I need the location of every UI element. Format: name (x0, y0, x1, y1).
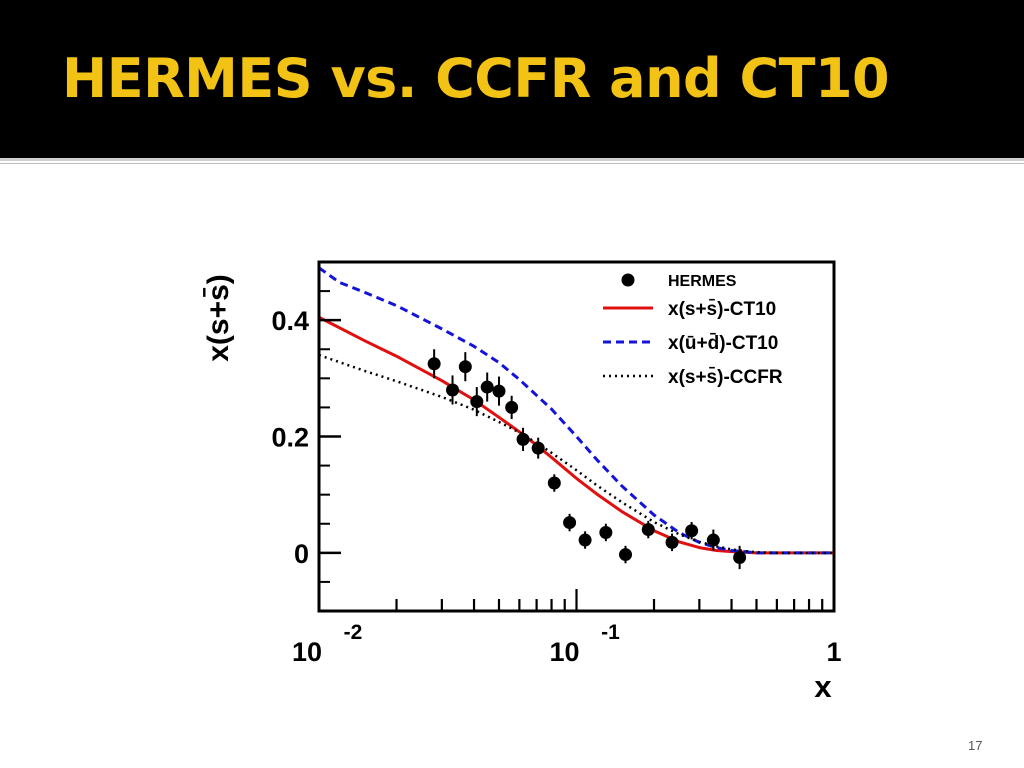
hermes-point (458, 360, 472, 374)
hermes-point (470, 395, 484, 409)
hermes-point (665, 535, 679, 549)
y-axis-label: x(s+s̄) (202, 274, 235, 362)
hermes-point (446, 383, 460, 397)
title-divider (0, 158, 1024, 161)
y-tick-label: 0 (294, 539, 309, 569)
hermes-point (619, 548, 633, 562)
title-bar: HERMES vs. CCFR and CT10 (0, 0, 1024, 158)
legend-label: x(s+s̄)-CCFR (668, 367, 783, 388)
legend-marker-hermes (621, 273, 635, 287)
series-line-dotted (319, 353, 834, 555)
hermes-point (516, 432, 530, 446)
slide-number: 17 (968, 738, 983, 753)
slide-title: HERMES vs. CCFR and CT10 (62, 47, 890, 110)
x-tick-label: 1 (826, 637, 841, 667)
x-tick-label: 10 (292, 637, 322, 667)
hermes-point (685, 524, 699, 538)
series-layer (319, 266, 834, 570)
hermes-point (505, 400, 519, 414)
hermes-point (599, 525, 613, 539)
title-divider-thin (0, 163, 1024, 164)
x-tick-exponent: -1 (601, 621, 620, 644)
hermes-point (641, 523, 655, 537)
legend-label: x(ū+d̄)-CT10 (668, 333, 778, 354)
hermes-point (578, 533, 592, 547)
hermes-point (492, 384, 506, 398)
legend: HERMES x(s+s̄)-CT10 x(ū+d̄)-CT10 x(s+s̄)-CC… (603, 273, 783, 388)
x-tick-label: 10 (549, 637, 579, 667)
x-tick-exponent: -2 (344, 621, 363, 644)
x-axis-label: x (814, 669, 832, 704)
y-tick-label: 0.4 (271, 306, 309, 336)
y-tick-label: 0.2 (271, 423, 309, 453)
legend-label: x(s+s̄)-CT10 (668, 299, 776, 320)
hermes-point (427, 357, 441, 371)
legend-label: HERMES (668, 273, 737, 290)
axis-layer: 0.4 0.2 0 10 -2 10 -1 1 (271, 261, 842, 667)
hermes-point (706, 533, 720, 547)
hermes-point (480, 380, 494, 394)
hermes-point (547, 476, 561, 490)
hermes-point (733, 550, 747, 564)
hermes-point (531, 441, 545, 455)
series-line-dashed (319, 266, 834, 555)
hermes-point (563, 516, 577, 530)
